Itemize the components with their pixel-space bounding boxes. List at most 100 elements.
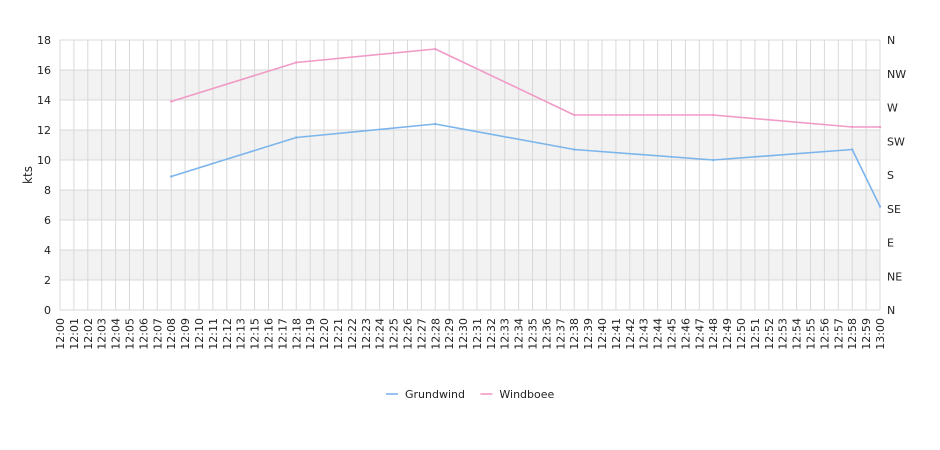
right-axis-ticks: N NE E SE S SW W NW N	[887, 34, 906, 317]
data-point	[712, 158, 715, 162]
x-tick-label: 12:40	[596, 318, 609, 350]
data-point	[573, 113, 576, 117]
data-point	[295, 136, 298, 139]
x-tick-label: 12:18	[290, 318, 303, 350]
x-tick-label: 12:05	[123, 318, 136, 350]
x-tick-label: 12:56	[818, 318, 831, 350]
x-tick-label: 12:43	[638, 318, 651, 350]
x-tick-label: 12:06	[137, 318, 150, 350]
x-tick-label: 12:21	[332, 318, 345, 350]
x-tick-label: 12:27	[415, 318, 428, 350]
y-tick-label: 10	[37, 154, 51, 167]
x-tick-label: 12:54	[791, 318, 804, 350]
x-tick-label: 12:09	[179, 318, 192, 350]
x-tick-label: 12:36	[540, 318, 553, 350]
y-tick-label: 16	[37, 64, 51, 77]
x-tick-label: 12:50	[735, 318, 748, 350]
data-point	[712, 113, 715, 117]
y-tick-label: 18	[37, 34, 51, 47]
x-tick-label: 12:16	[262, 318, 275, 350]
data-point	[878, 205, 882, 208]
x-tick-label: 12:48	[707, 318, 720, 350]
right-axis-label: E	[887, 237, 894, 250]
x-tick-label: 12:38	[568, 318, 581, 350]
x-tick-label: 12:51	[749, 318, 762, 350]
x-tick-label: 12:30	[457, 318, 470, 350]
y-axis-title: kts	[21, 166, 35, 184]
x-tick-label: 12:34	[513, 318, 526, 350]
grid-lines	[59, 39, 881, 311]
y-tick-label: 8	[44, 184, 51, 197]
plot-band	[60, 190, 880, 220]
x-tick-label: 12:59	[860, 318, 873, 350]
data-point	[878, 125, 882, 129]
x-tick-label: 12:46	[679, 318, 692, 350]
plot-band	[60, 130, 880, 160]
x-tick-label: 12:01	[68, 318, 81, 350]
x-tick-label: 12:03	[96, 318, 109, 350]
x-tick-label: 12:11	[207, 318, 220, 350]
x-tick-label: 12:45	[666, 318, 679, 350]
data-point	[851, 125, 854, 129]
right-axis-label: N	[887, 34, 895, 47]
x-tick-label: 12:39	[582, 318, 595, 350]
right-axis-label: NW	[887, 68, 906, 81]
y-tick-label: 0	[44, 304, 51, 317]
x-tick-label: 12:32	[485, 318, 498, 350]
x-tick-label: 12:33	[499, 318, 512, 350]
right-axis-label: S	[887, 169, 894, 182]
x-tick-label: 12:15	[249, 318, 262, 350]
data-point	[169, 100, 173, 103]
x-tick-label: 12:58	[846, 318, 859, 350]
x-tick-label: 12:44	[652, 318, 665, 350]
x-tick-label: 12:31	[471, 318, 484, 350]
legend-item-label: Grundwind	[405, 388, 465, 401]
y-tick-label: 12	[37, 124, 51, 137]
x-tick-label: 12:20	[318, 318, 331, 350]
x-tick-label: 12:07	[151, 318, 164, 350]
right-axis-label: NE	[887, 270, 902, 283]
x-tick-label: 12:23	[360, 318, 373, 350]
x-tick-label: 13:00	[874, 318, 887, 350]
x-tick-label: 12:04	[110, 318, 123, 350]
x-tick-label: 12:42	[624, 318, 637, 350]
x-tick-label: 12:17	[276, 318, 289, 350]
x-tick-label: 12:29	[443, 318, 456, 350]
data-point	[851, 148, 854, 151]
x-tick-label: 12:02	[82, 318, 95, 350]
x-tick-label: 12:55	[805, 318, 818, 350]
plot-band	[60, 250, 880, 280]
plot-band	[60, 100, 880, 130]
plot-band	[60, 220, 880, 250]
x-tick-label: 12:10	[193, 318, 206, 350]
y-tick-label: 2	[44, 274, 51, 287]
x-tick-label: 12:25	[388, 318, 401, 350]
x-tick-label: 12:08	[165, 318, 178, 350]
x-tick-label: 12:24	[374, 318, 387, 350]
x-tick-label: 12:53	[777, 318, 790, 350]
x-tick-label: 12:41	[610, 318, 623, 350]
x-tick-label: 12:19	[304, 318, 317, 350]
y-axis-ticks: 0 2 4 6 8 10 12 14 16 18	[37, 34, 51, 317]
x-tick-label: 12:12	[221, 318, 234, 350]
plot-band	[60, 280, 880, 310]
series-lines	[169, 47, 882, 208]
data-point	[295, 61, 298, 64]
x-axis-ticks: 12:00 12:01 12:02 12:03 12:04 12:05 12:06 12:07…	[54, 318, 887, 350]
data-point	[434, 47, 437, 51]
x-tick-label: 12:26	[401, 318, 414, 350]
data-point	[434, 122, 437, 126]
x-tick-label: 12:47	[693, 318, 706, 350]
legend-item-label: Windboee	[499, 388, 554, 401]
right-axis-label: SW	[887, 135, 905, 148]
right-axis-label: N	[887, 304, 895, 317]
right-axis-label: W	[887, 102, 898, 115]
x-tick-label: 12:52	[763, 318, 776, 350]
x-tick-label: 12:49	[721, 318, 734, 350]
x-tick-label: 12:57	[832, 318, 845, 350]
x-tick-label: 12:22	[346, 318, 359, 350]
y-tick-label: 4	[44, 244, 51, 257]
data-point	[573, 148, 576, 151]
x-tick-label: 12:13	[235, 318, 248, 350]
plot-band	[60, 160, 880, 190]
